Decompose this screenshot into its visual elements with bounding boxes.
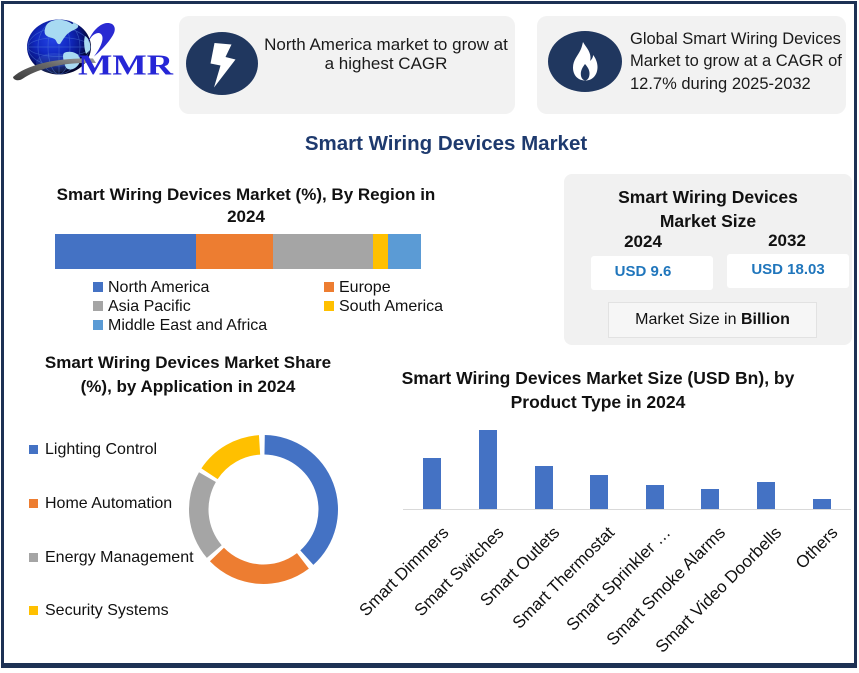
svg-text:MMR: MMR xyxy=(78,51,174,82)
